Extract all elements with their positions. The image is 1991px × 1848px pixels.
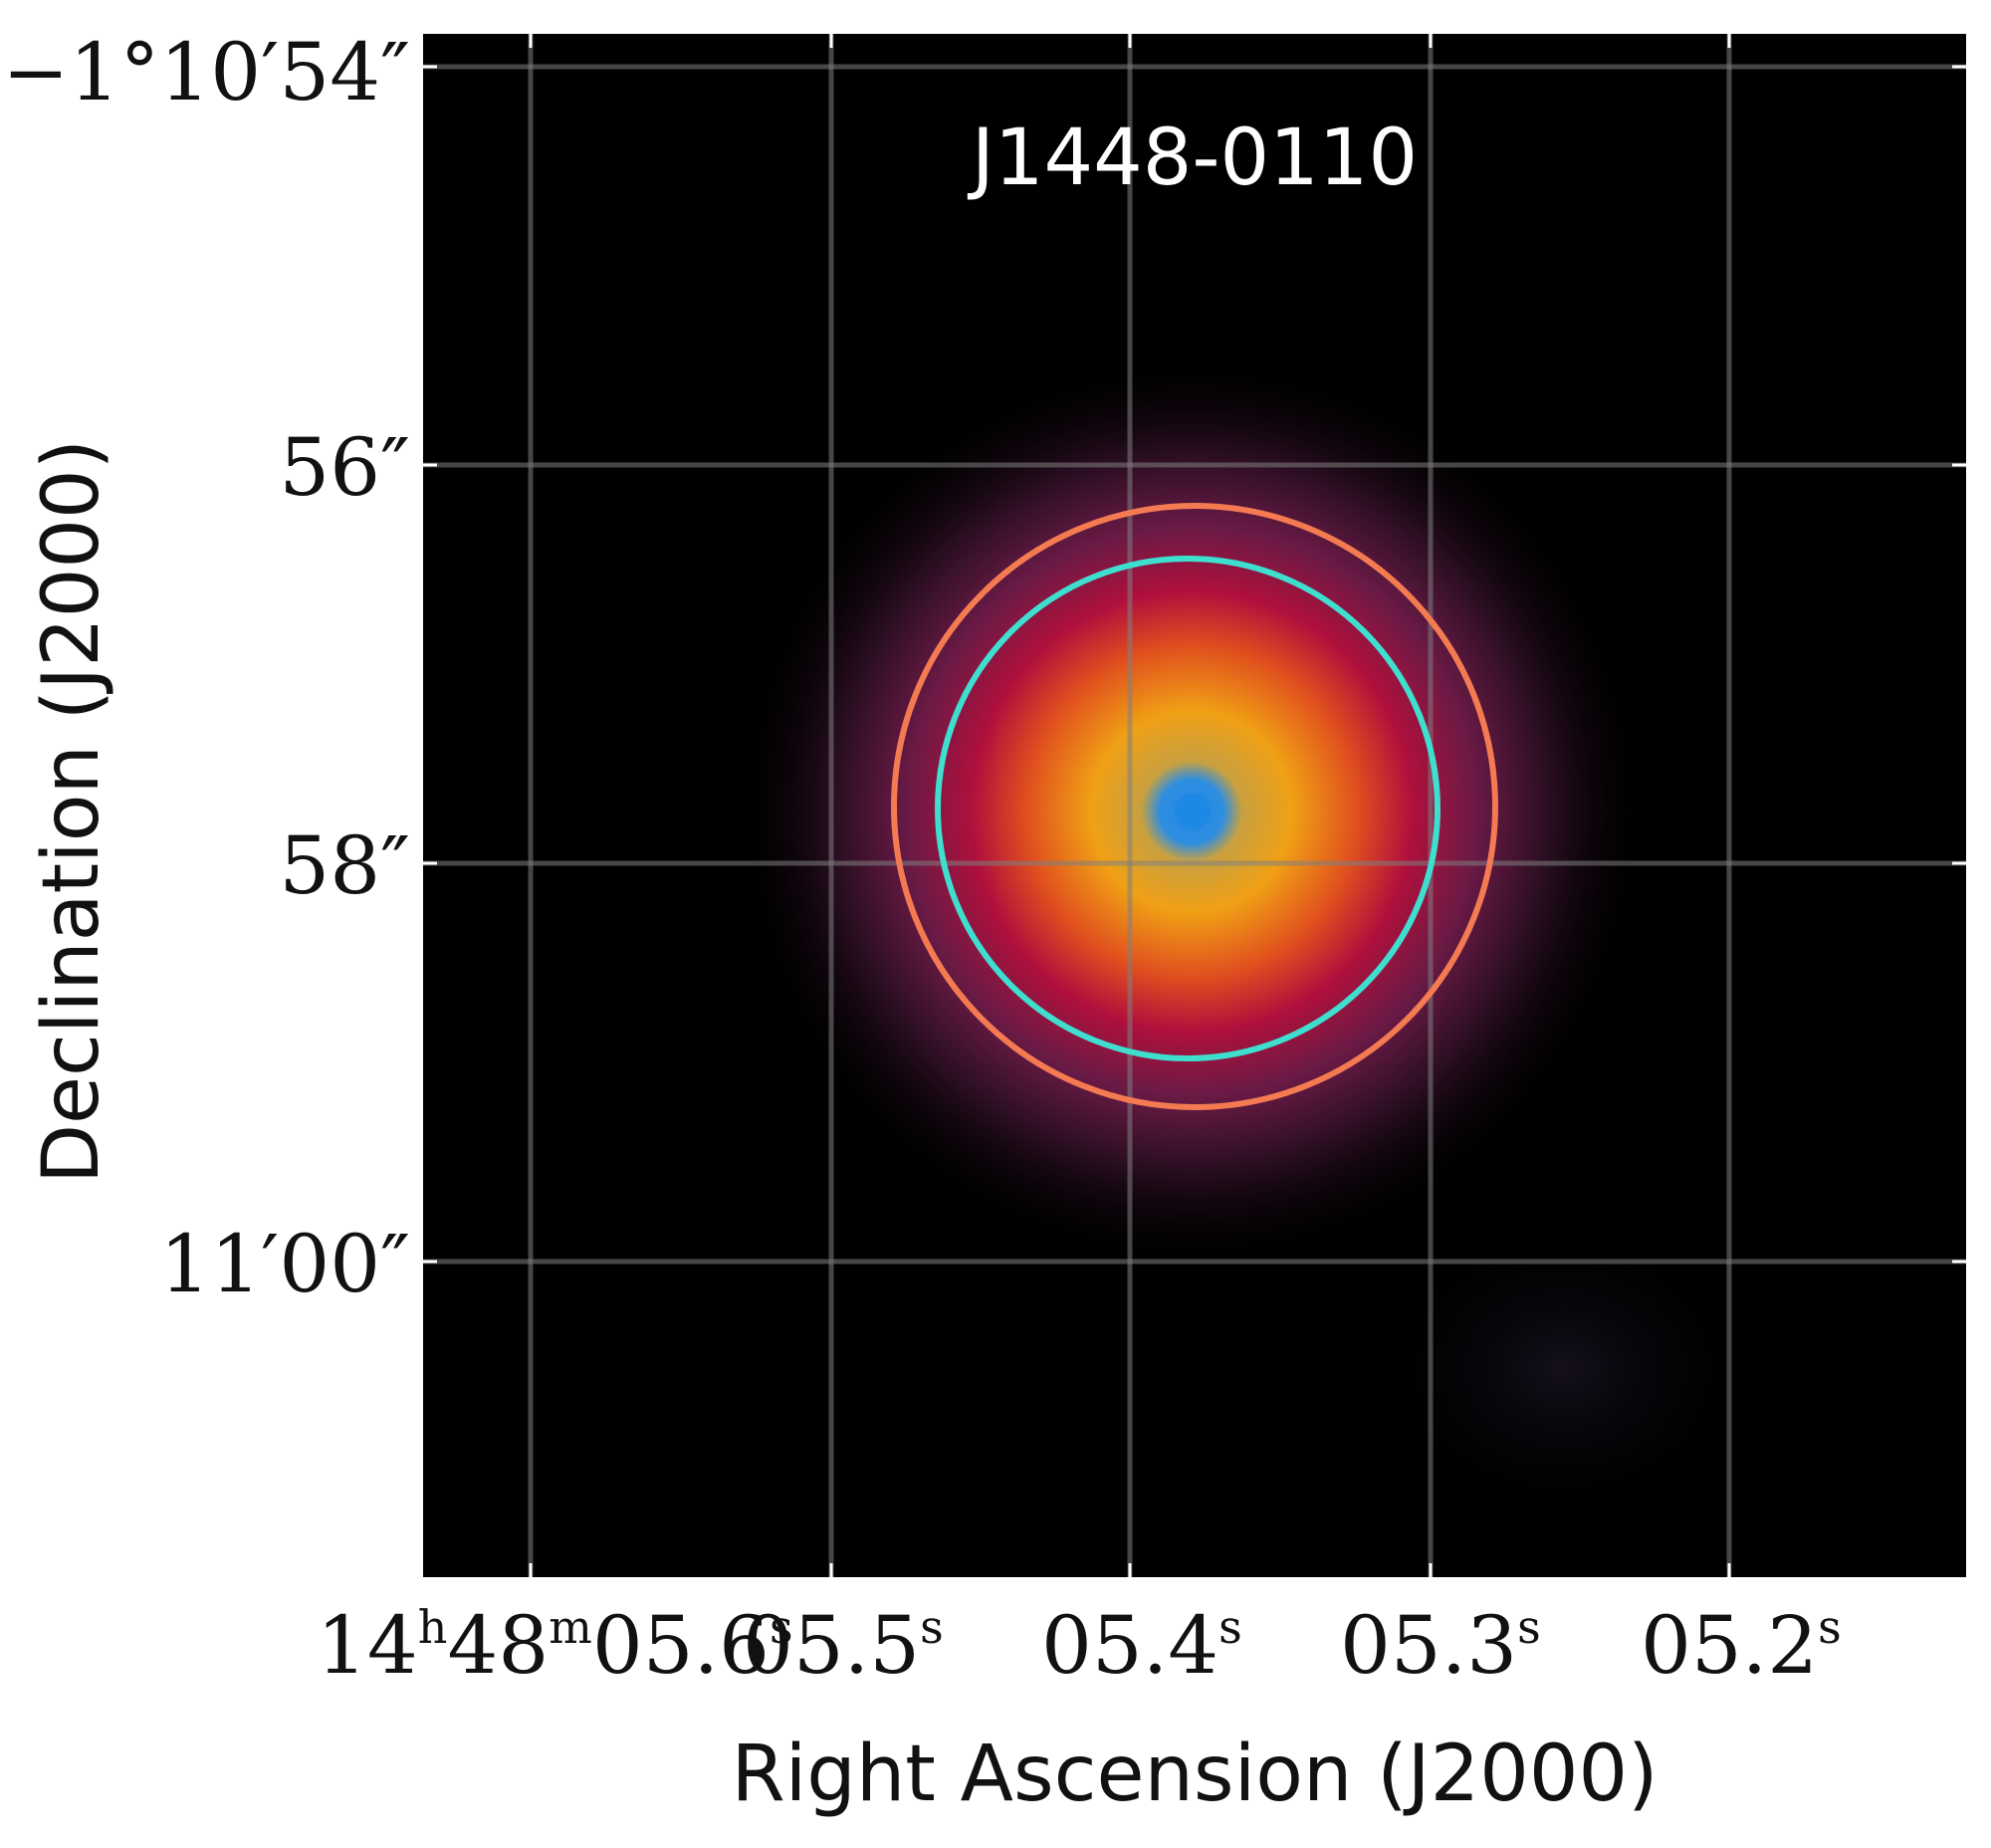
x-axis-label: Right Ascension (J2000) — [731, 1730, 1658, 1819]
core-dot — [1175, 794, 1211, 829]
axis-ticks — [423, 34, 1966, 1577]
x-tick-label: 05.2s — [1641, 1599, 1842, 1692]
y-axis-label: Declination (J2000) — [27, 439, 116, 1184]
y-tick-label: 58″ — [279, 819, 410, 912]
y-tick-label: 11′00″ — [159, 1218, 410, 1310]
x-tick-label: 05.4s — [1041, 1599, 1242, 1692]
y-tick-label: −1°10′54″ — [2, 26, 410, 118]
outer-aperture-circle — [891, 503, 1498, 1110]
y-tick-label: 56″ — [279, 421, 410, 514]
x-tick-label: 05.3s — [1340, 1599, 1541, 1692]
faint-background-source — [1364, 1210, 1762, 1528]
figure-title: J1448-0110 — [967, 114, 1418, 203]
x-tick-label: 05.5s — [743, 1599, 944, 1692]
coordinate-grid — [423, 34, 1966, 1577]
inner-aperture-circle — [935, 556, 1440, 1061]
x-tick-label: 14h48m05.6s — [317, 1599, 793, 1692]
